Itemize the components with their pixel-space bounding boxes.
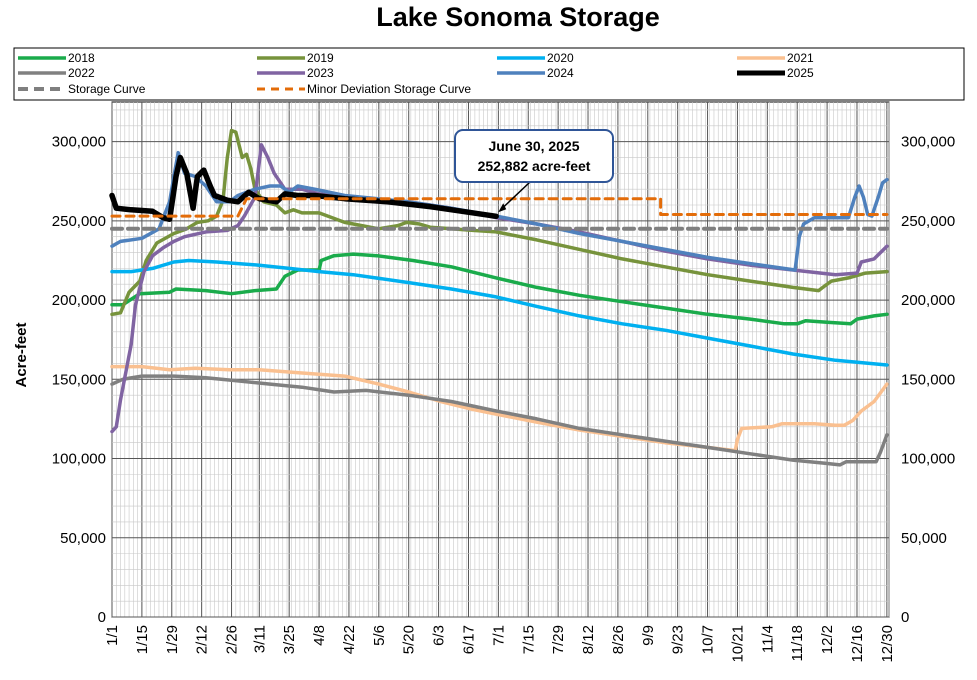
chart-title: Lake Sonoma Storage (376, 2, 660, 32)
x-tick-label: 4/22 (341, 625, 358, 654)
annotation-line1: June 30, 2025 (488, 138, 579, 154)
legend-label: 2020 (547, 51, 574, 65)
x-tick-label: 1/1 (104, 625, 121, 646)
x-tick-label: 3/11 (251, 625, 268, 653)
x-tick-label: 7/1 (490, 625, 507, 646)
x-tick-label: 8/12 (580, 625, 597, 654)
y-tick-label-right: 250,000 (901, 213, 955, 230)
y-tick-label: 250,000 (52, 213, 106, 230)
x-tick-label: 5/20 (401, 625, 418, 654)
annotation-arrow-head (498, 203, 507, 213)
y-tick-label: 0 (98, 609, 106, 626)
legend-label: 2024 (547, 66, 574, 80)
annotation-arrow (501, 181, 531, 209)
y-ticks-left: 0 50,000 100,000 150,000 200,000 250,000 300,0… (52, 134, 106, 626)
y-tick-label-right: 200,000 (901, 292, 955, 309)
x-tick-label: 1/15 (134, 625, 151, 654)
x-tick-label: 10/21 (729, 625, 746, 663)
y-tick-label-right: 0 (901, 609, 909, 626)
y-tick-label: 100,000 (52, 451, 106, 468)
y-tick-label-right: 100,000 (901, 451, 955, 468)
series-line-2019 (110, 128, 889, 317)
series-line-2020 (110, 258, 889, 367)
legend-label: 2019 (307, 51, 334, 65)
x-tick-label: 6/17 (460, 625, 477, 654)
legend: 2018 2019 2020 2021 2022 2023 2024 2025 Storage … (18, 51, 814, 96)
x-tick-label: 9/23 (670, 625, 687, 654)
series-line-2025 (109, 154, 499, 223)
legend-box (13, 47, 965, 101)
y-tick-label-right: 300,000 (901, 134, 955, 151)
x-tick-label: 9/9 (640, 625, 657, 646)
x-tick-label: 2/26 (224, 625, 241, 654)
x-tick-label: 10/7 (700, 625, 717, 654)
y-tick-label-right: 50,000 (901, 530, 947, 547)
annotation-line2: 252,882 acre-feet (478, 158, 591, 174)
legend-label: 2025 (787, 66, 814, 80)
legend-label: Minor Deviation Storage Curve (307, 82, 471, 96)
x-tick-label: 12/30 (879, 625, 896, 663)
x-tick-label: 11/18 (789, 625, 806, 661)
legend-label: 2022 (68, 66, 95, 80)
x-tick-label: 12/2 (819, 625, 836, 654)
x-tick-label: 11/4 (759, 625, 776, 653)
y-tick-label-right: 150,000 (901, 371, 955, 388)
x-tick-label: 4/8 (311, 625, 328, 646)
x-tick-label: 6/3 (431, 625, 448, 646)
series-line-2018 (110, 252, 889, 326)
legend-label: 2023 (307, 66, 334, 80)
y-tick-label: 300,000 (52, 134, 106, 151)
series-group (109, 128, 889, 467)
y-tick-label: 50,000 (60, 530, 106, 547)
legend-label: 2018 (68, 51, 95, 65)
series-line-2022 (110, 374, 889, 467)
x-tick-label: 5/6 (371, 625, 388, 646)
legend-label: 2021 (787, 51, 814, 65)
x-tick-label: 8/26 (610, 625, 627, 654)
y-axis-label: Acre-feet (13, 322, 30, 387)
annotation-callout: June 30, 2025 252,882 acre-feet (454, 129, 614, 213)
y-tick-label: 150,000 (52, 371, 106, 388)
y-tick-label: 200,000 (52, 292, 106, 309)
series-line-minor-deviation-storage-curve (110, 197, 889, 218)
y-ticks-right: 0 50,000 100,000 150,000 200,000 250,000 300,0… (901, 134, 955, 626)
x-tick-label: 12/16 (849, 625, 866, 663)
x-tick-label: 7/15 (520, 625, 537, 654)
x-tick-label: 1/29 (164, 625, 181, 654)
x-tick-label: 2/12 (194, 625, 211, 654)
annotation-box (454, 129, 614, 183)
x-tick-label: 7/29 (550, 625, 567, 654)
x-tick-label: 3/25 (281, 625, 298, 654)
x-ticks: 1/1 1/15 1/29 2/12 2/26 3/11 3/25 4/8 4/22 5/6 5/2… (104, 625, 896, 663)
legend-label: Storage Curve (68, 82, 146, 96)
